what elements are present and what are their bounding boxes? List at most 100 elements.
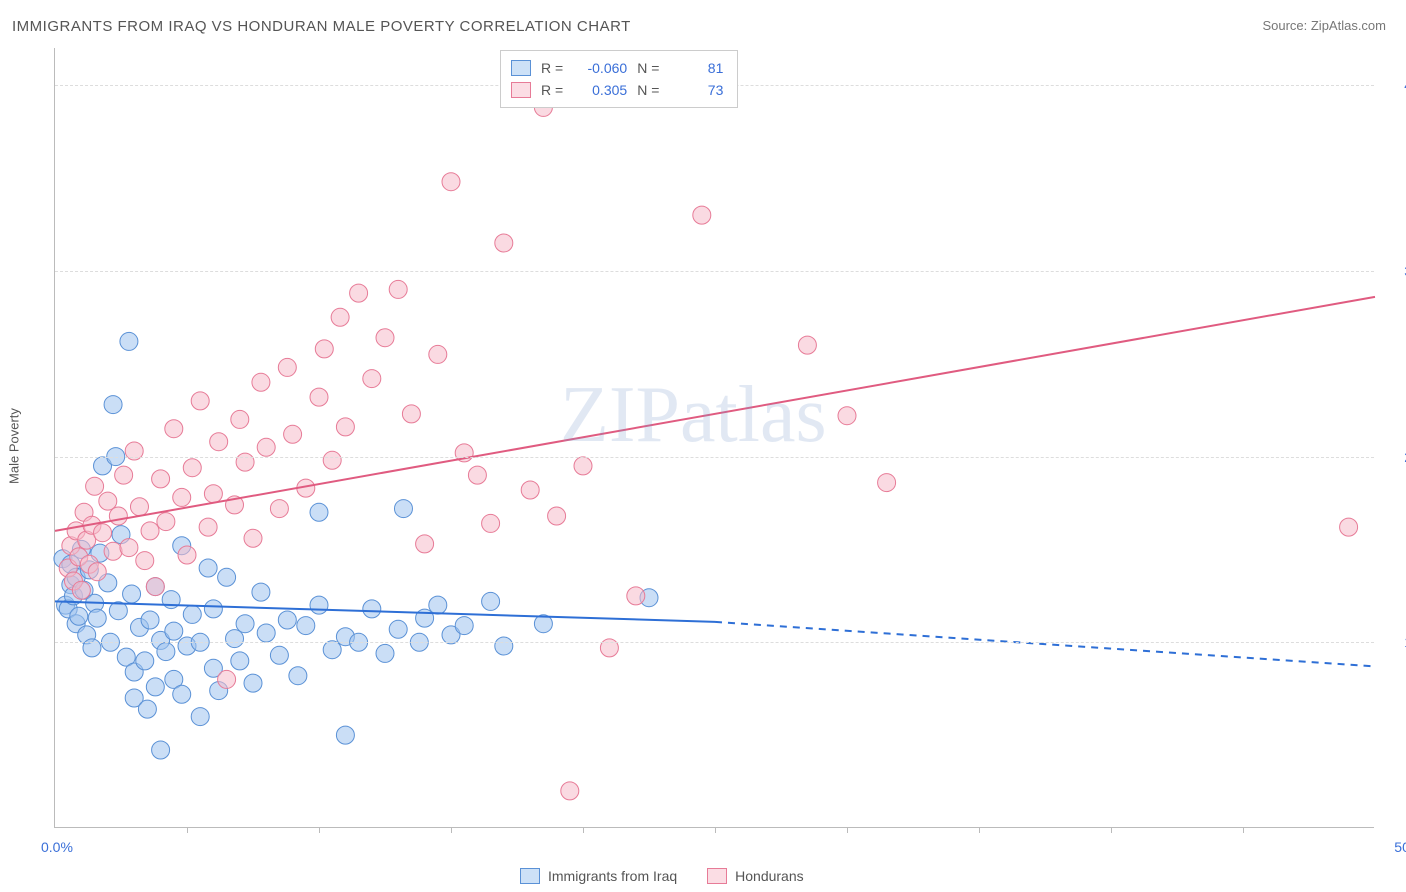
legend-row: R =-0.060N =81 [511,57,723,79]
data-point [416,535,434,553]
data-point [289,667,307,685]
r-value: -0.060 [573,57,627,79]
data-point [574,457,592,475]
gridline [55,271,1374,272]
legend-row: R =0.305N =73 [511,79,723,101]
source-value: ZipAtlas.com [1311,18,1386,33]
data-point [152,470,170,488]
data-point [218,670,236,688]
y-tick-label: 40.0% [1384,77,1406,93]
legend-item: Hondurans [707,868,804,884]
data-point [429,596,447,614]
x-minor-tick [187,827,188,833]
data-point [120,539,138,557]
data-point [278,358,296,376]
data-point [178,546,196,564]
n-value: 81 [669,57,723,79]
regression-stats-legend: R =-0.060N =81R =0.305N =73 [500,50,738,108]
data-point [204,600,222,618]
series-legend: Immigrants from Iraq Hondurans [520,868,804,884]
legend-series-name: Hondurans [735,868,804,884]
data-point [495,637,513,655]
data-point [455,617,473,635]
y-axis-label: Male Poverty [7,408,22,484]
data-point [231,652,249,670]
legend-item: Immigrants from Iraq [520,868,677,884]
x-minor-tick [715,827,716,833]
data-point [173,488,191,506]
x-minor-tick [1243,827,1244,833]
data-point [838,407,856,425]
regression-line-extrapolated [715,622,1375,667]
data-point [138,700,156,718]
data-point [521,481,539,499]
legend-swatch [511,82,531,98]
data-point [310,388,328,406]
page-title: IMMIGRANTS FROM IRAQ VS HONDURAN MALE PO… [12,18,631,35]
data-point [468,466,486,484]
data-point [627,587,645,605]
data-point [297,617,315,635]
data-point [252,583,270,601]
data-point [204,485,222,503]
data-point [157,643,175,661]
data-point [72,581,90,599]
gridline [55,642,1374,643]
data-point [389,620,407,638]
data-point [218,568,236,586]
data-point [199,559,217,577]
x-axis-end-label: 50.0% [1394,839,1406,855]
data-point [284,425,302,443]
x-axis-origin-label: 0.0% [41,839,73,855]
data-point [394,500,412,518]
data-point [331,308,349,326]
data-point [226,630,244,648]
data-point [109,507,127,525]
data-point [165,420,183,438]
data-point [798,336,816,354]
data-point [86,477,104,495]
data-point [157,513,175,531]
data-point [231,410,249,428]
data-point [141,522,159,540]
x-minor-tick [583,827,584,833]
data-point [561,782,579,800]
data-point [173,685,191,703]
data-point [210,433,228,451]
y-tick-label: 10.0% [1384,634,1406,650]
data-point [336,726,354,744]
x-minor-tick [847,827,848,833]
data-point [183,605,201,623]
data-point [323,451,341,469]
data-point [123,585,141,603]
data-point [199,518,217,536]
data-point [376,644,394,662]
data-point [257,624,275,642]
n-label: N = [637,57,659,79]
legend-swatch [511,60,531,76]
scatter-svg [55,48,1374,827]
data-point [315,340,333,358]
data-point [482,514,500,532]
data-point [88,609,106,627]
data-point [104,542,122,560]
data-point [878,474,896,492]
data-point [146,578,164,596]
data-point [152,741,170,759]
data-point [120,332,138,350]
data-point [191,392,209,410]
data-point [363,370,381,388]
y-tick-label: 20.0% [1384,449,1406,465]
n-label: N = [637,79,659,101]
source-label: Source: [1262,18,1310,33]
data-point [429,345,447,363]
data-point [130,498,148,516]
x-minor-tick [319,827,320,833]
data-point [278,611,296,629]
data-point [183,459,201,477]
y-tick-label: 30.0% [1384,263,1406,279]
legend-swatch [520,868,540,884]
data-point [104,396,122,414]
regression-line [55,297,1375,531]
data-point [191,708,209,726]
